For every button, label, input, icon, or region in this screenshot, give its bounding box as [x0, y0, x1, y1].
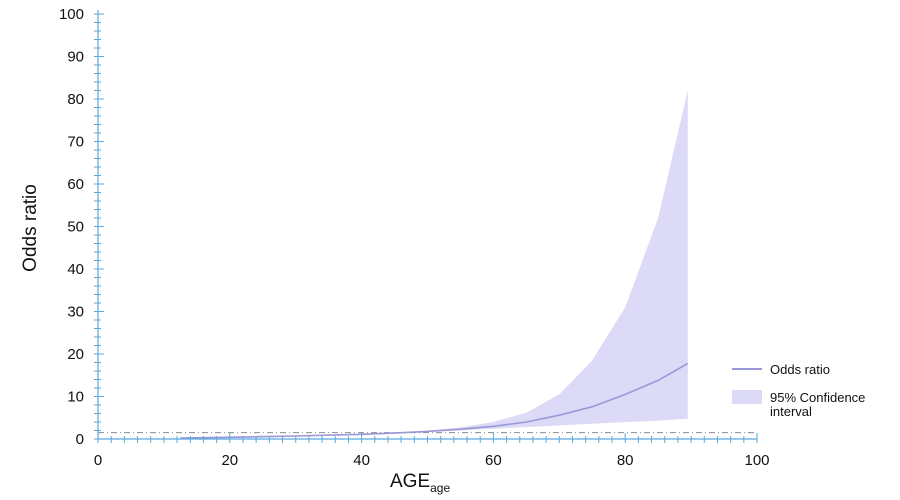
x-axis-title-main: AGE [390, 471, 430, 492]
legend-confidence-label: 95% Confidence interval [770, 390, 865, 419]
x-tick-label: 20 [221, 452, 238, 469]
y-tick-label: 40 [67, 261, 84, 278]
series-line-0 [180, 362, 689, 439]
legend-confidence-label-line2: interval [770, 404, 812, 419]
y-tick-label: 70 [67, 134, 84, 151]
y-tick-label: 100 [59, 6, 84, 23]
x-tick-label: 0 [94, 452, 102, 469]
axes [94, 10, 758, 443]
confidence-band-layer [180, 90, 688, 439]
y-tick-label: 80 [67, 91, 84, 108]
x-axis-title-subscript: age [430, 481, 450, 495]
x-tick-label: 40 [353, 452, 370, 469]
x-axis-title: AGEage [390, 471, 450, 495]
y-tick-label: 10 [67, 389, 84, 406]
y-tick-label: 30 [67, 304, 84, 321]
y-tick-label: 90 [67, 49, 84, 66]
y-tick-label: 60 [67, 176, 84, 193]
y-axis-title: Odds ratio [20, 184, 41, 272]
y-tick-label: 50 [67, 219, 84, 236]
legend-confidence-swatch [732, 390, 762, 404]
odds-ratio-line-layer [180, 362, 689, 439]
confidence-band [180, 90, 688, 439]
tick-labels: 0 10 20 30 40 50 60 70 80 90 100 0 20 40 60 80 100 [59, 6, 770, 469]
legend-odds-ratio-label: Odds ratio [770, 362, 830, 377]
y-tick-label: 0 [76, 431, 84, 448]
x-tick-label: 80 [617, 452, 634, 469]
y-tick-label: 20 [67, 346, 84, 363]
x-tick-label: 100 [744, 452, 769, 469]
legend-confidence-label-line1: 95% Confidence [770, 390, 865, 405]
legend: Odds ratio 95% Confidence interval [732, 362, 865, 419]
x-tick-label: 60 [485, 452, 502, 469]
